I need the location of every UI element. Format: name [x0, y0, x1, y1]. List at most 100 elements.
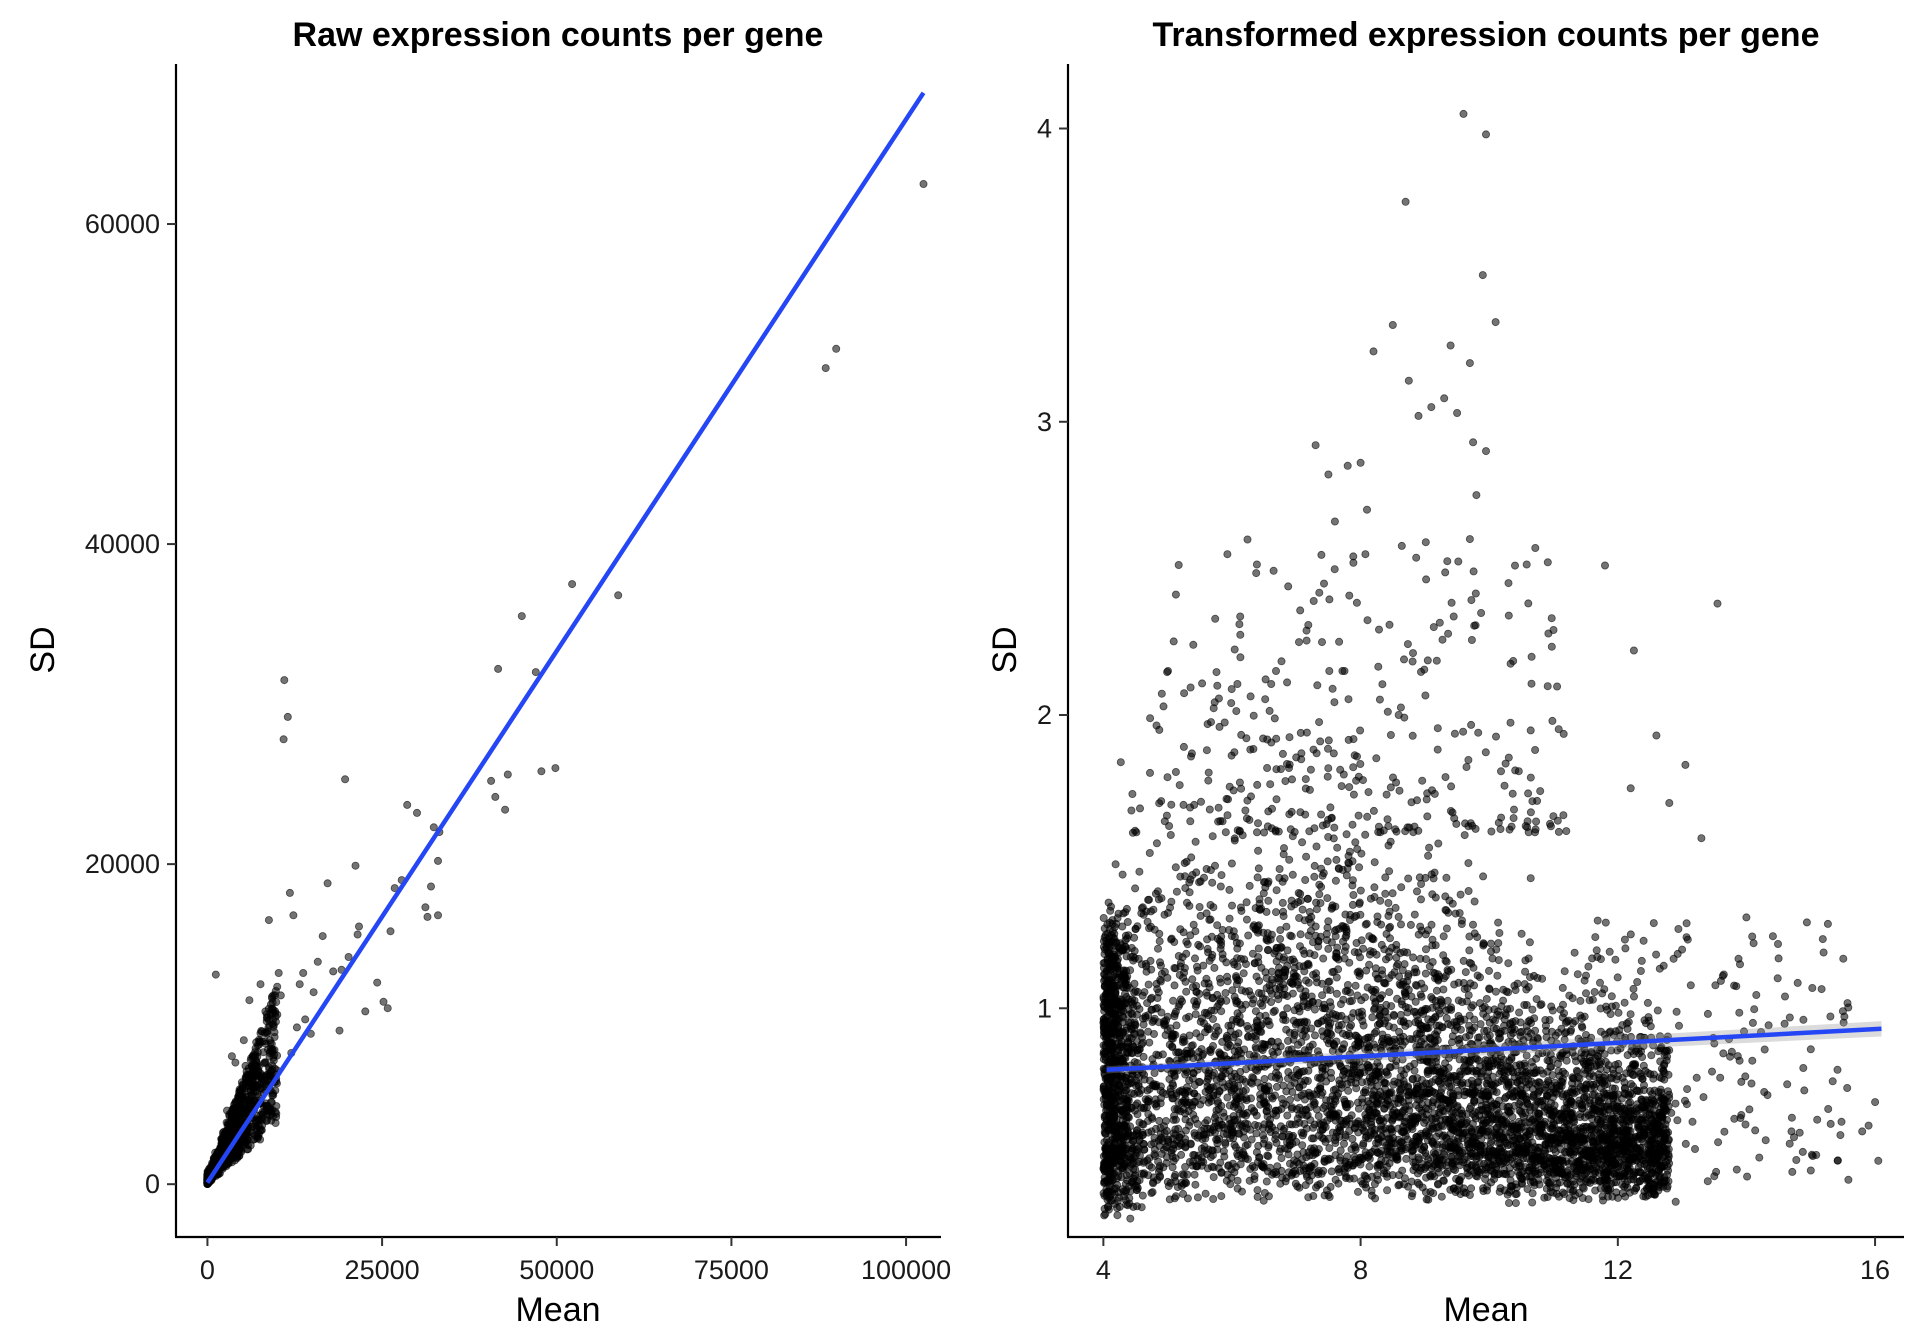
data-point	[1357, 936, 1366, 945]
x-tick-label: 0	[200, 1255, 215, 1285]
data-point	[1653, 1006, 1662, 1015]
data-point	[1245, 987, 1254, 996]
data-point	[1296, 889, 1305, 898]
data-point	[1155, 1164, 1164, 1173]
data-point	[1636, 967, 1645, 976]
data-point	[1298, 905, 1307, 914]
data-point	[1330, 698, 1339, 707]
data-point	[1370, 883, 1379, 892]
data-point	[1310, 872, 1319, 881]
data-point	[1253, 1192, 1262, 1201]
data-point	[1230, 836, 1239, 845]
data-point	[1442, 1169, 1451, 1178]
data-point	[1224, 1162, 1233, 1171]
data-point	[821, 364, 830, 373]
data-point	[1171, 768, 1180, 777]
data-point	[244, 1145, 253, 1154]
data-point	[1378, 966, 1387, 975]
data-point	[1144, 1095, 1153, 1104]
data-point	[1156, 958, 1165, 967]
data-point	[1266, 780, 1275, 789]
data-point	[1154, 944, 1163, 953]
data-point	[1263, 929, 1272, 938]
data-point	[503, 770, 512, 779]
data-point	[1283, 1111, 1292, 1120]
data-point	[1191, 837, 1200, 846]
data-point	[1371, 985, 1380, 994]
data-point	[279, 735, 288, 744]
data-point	[295, 980, 304, 989]
data-point	[1378, 991, 1387, 1000]
data-point	[245, 996, 254, 1005]
data-point	[1209, 903, 1218, 912]
data-point	[1365, 1162, 1374, 1171]
data-point	[1132, 828, 1141, 837]
data-point	[1493, 971, 1502, 980]
data-point	[1315, 890, 1324, 899]
data-point	[1236, 903, 1245, 912]
data-point	[1558, 983, 1567, 992]
data-point	[1349, 763, 1358, 772]
data-point	[1409, 953, 1418, 962]
data-point	[1494, 1007, 1503, 1016]
data-point	[1606, 1010, 1615, 1019]
data-point	[1216, 1158, 1225, 1167]
data-point	[1397, 997, 1406, 1006]
data-point	[1590, 988, 1599, 997]
data-point	[1279, 912, 1288, 921]
data-point	[239, 1036, 248, 1045]
data-point	[1259, 1131, 1268, 1140]
data-point	[1454, 996, 1463, 1005]
x-tick-label: 100000	[861, 1255, 951, 1285]
data-point	[1136, 804, 1145, 813]
data-point	[1144, 980, 1153, 989]
data-point	[1192, 1029, 1201, 1038]
data-point	[1219, 1147, 1228, 1156]
data-point	[1515, 1008, 1524, 1017]
data-point	[257, 1078, 266, 1087]
data-point	[1262, 1177, 1271, 1186]
data-point	[267, 1116, 276, 1125]
data-point	[1323, 772, 1332, 781]
data-point	[1458, 916, 1467, 925]
data-point	[1361, 830, 1370, 839]
data-point	[1354, 1187, 1363, 1196]
data-point	[1180, 1037, 1189, 1046]
data-point	[229, 1126, 238, 1135]
data-point	[1611, 955, 1620, 964]
data-point	[487, 776, 496, 785]
data-point	[1324, 764, 1333, 773]
data-point	[1314, 1170, 1323, 1179]
data-point	[1315, 718, 1324, 727]
data-point	[1511, 986, 1520, 995]
data-point	[1439, 932, 1448, 941]
data-point	[1385, 924, 1394, 933]
data-point	[1152, 839, 1161, 848]
data-point	[1593, 916, 1602, 925]
data-point	[1221, 989, 1230, 998]
data-point	[1456, 1025, 1465, 1034]
data-point	[1264, 896, 1273, 905]
data-point	[1411, 1008, 1420, 1017]
data-point	[1244, 931, 1253, 940]
data-point	[1322, 1096, 1331, 1105]
data-point	[1345, 958, 1354, 967]
data-point	[1576, 1011, 1585, 1020]
data-point	[1647, 1051, 1656, 1060]
data-point	[531, 668, 540, 677]
data-point	[218, 1128, 227, 1137]
data-point	[335, 1026, 344, 1035]
data-point	[1310, 1005, 1319, 1014]
data-point	[323, 879, 332, 888]
data-point	[1416, 954, 1425, 963]
data-point	[1437, 1192, 1446, 1201]
data-point	[1288, 870, 1297, 879]
data-point	[1127, 806, 1136, 815]
data-point	[1482, 995, 1491, 1004]
data-point	[1286, 1095, 1295, 1104]
data-point	[1345, 783, 1354, 792]
data-point	[211, 970, 220, 979]
data-point	[1223, 977, 1232, 986]
data-point	[1639, 1061, 1648, 1070]
